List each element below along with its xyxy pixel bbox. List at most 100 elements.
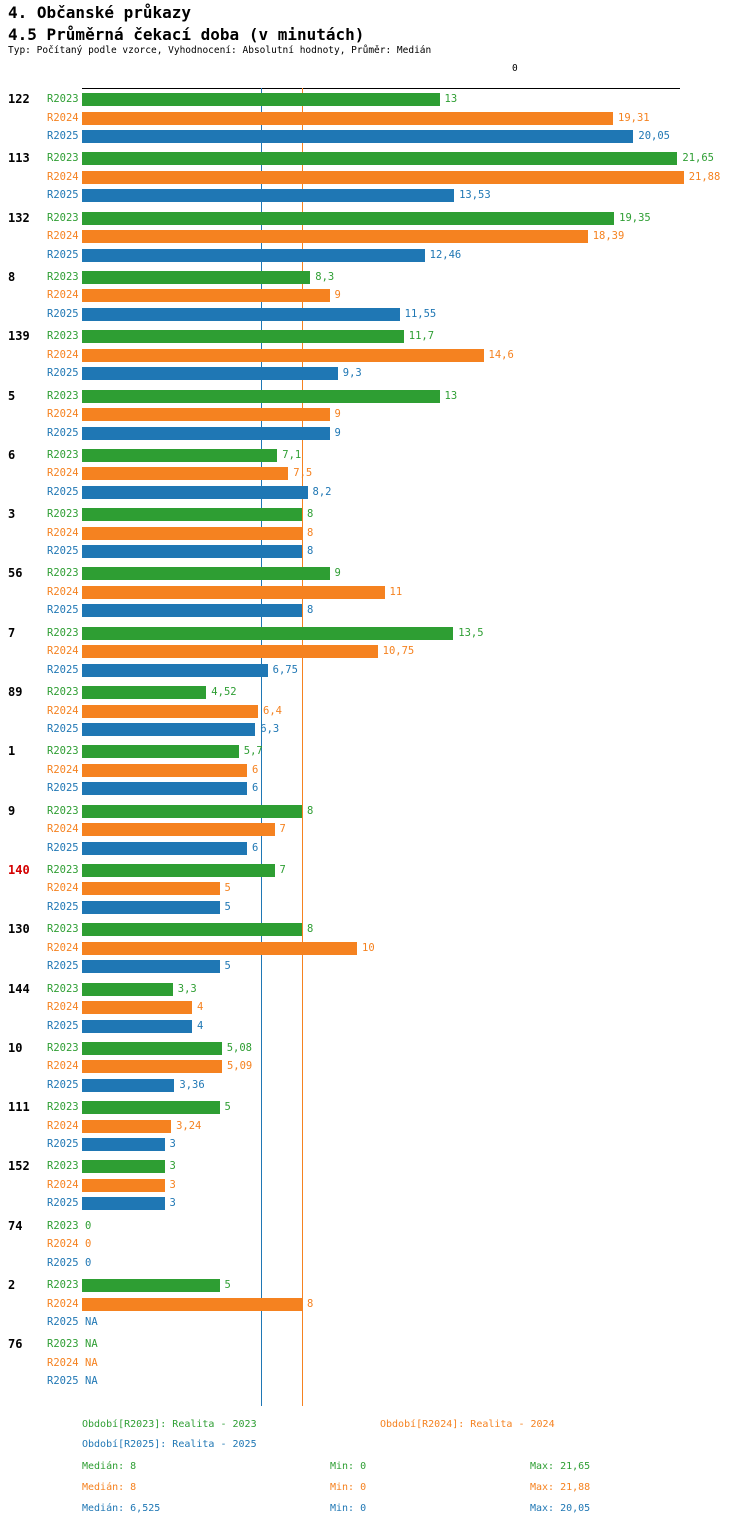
series-label-r2024: R2024: [47, 1119, 79, 1132]
bar-r2024: [82, 1001, 192, 1014]
bar-r2025: [82, 248, 425, 262]
group-label: 10: [8, 1040, 23, 1055]
series-label-r2023: R2023: [47, 686, 79, 698]
bar-value-label: 7,1: [282, 448, 302, 461]
bar-r2023: [82, 863, 275, 877]
bar-r2024: [82, 1297, 302, 1311]
bar-r2025: [82, 426, 330, 440]
bar-value-label: 8: [307, 923, 314, 936]
series-label-r2024: R2024: [47, 526, 79, 539]
bar-r2023: [82, 270, 311, 284]
group-label: 2: [8, 1278, 16, 1292]
x-axis-tick-label: 0: [512, 63, 518, 74]
series-label-r2024: R2024: [47, 467, 79, 480]
bar-value-label: 4: [197, 1019, 204, 1032]
bar-value-label: 5: [224, 1101, 231, 1114]
bar-value-label: 8: [307, 526, 314, 539]
group-label: 9: [8, 803, 16, 818]
series-label-r2024: R2024: [47, 408, 79, 420]
series-label-r2024: R2024: [47, 1178, 79, 1191]
bar-value-label: 3: [169, 1178, 176, 1191]
series-label-r2025: R2025: [47, 723, 79, 735]
bar-value-label: 9: [334, 408, 341, 420]
series-label-r2025: R2025: [47, 1019, 79, 1032]
group-label: 7: [8, 625, 16, 640]
bar-r2024: [82, 704, 258, 718]
series-label-r2024: R2024: [47, 1238, 79, 1251]
series-label-r2023: R2023: [47, 389, 79, 402]
bar-r2023: [82, 923, 302, 937]
bar-r2024: [82, 941, 357, 955]
series-label-r2023: R2023: [47, 863, 79, 876]
bar-r2024: [82, 585, 385, 599]
bar-value-label: 13: [444, 93, 458, 105]
bar-r2024: [82, 645, 378, 659]
series-label-r2024: R2024: [47, 704, 79, 717]
bar-value-label: 11: [389, 585, 403, 598]
bar-value-label: 6,75: [272, 663, 298, 676]
stat-median-r2024: Medián: 8: [82, 1482, 137, 1493]
bar-r2024: [82, 1060, 222, 1074]
stat-max-r2023: Max: 21,65: [530, 1461, 591, 1472]
series-label-r2024: R2024: [47, 1060, 79, 1073]
bar-r2025: [82, 723, 256, 736]
bar-value-label: 8: [307, 508, 314, 521]
bar-r2023: [82, 448, 278, 462]
bar-value-label: 18,39: [592, 230, 625, 243]
bar-value-label: 8: [307, 1297, 314, 1310]
bar-value-label: 21,65: [682, 152, 714, 165]
series-label-r2025: R2025: [47, 960, 79, 973]
bar-r2024: [82, 289, 330, 303]
series-label-r2024: R2024: [47, 941, 79, 954]
stat-median-r2025: Medián: 6,525: [82, 1503, 161, 1514]
bar-r2024: [82, 111, 614, 125]
series-label-r2023: R2023: [47, 923, 79, 936]
bar-r2025: [82, 130, 634, 143]
series-label-r2025: R2025: [47, 426, 79, 439]
series-label-r2025: R2025: [47, 1138, 79, 1151]
bar-r2023: [82, 626, 454, 640]
bar-value-label: 10,75: [382, 645, 415, 658]
bar-value-label: 14,6: [488, 348, 514, 361]
series-label-r2023: R2023: [47, 1338, 79, 1351]
bar-value-label: 0: [85, 1219, 92, 1232]
median-line-r2024: [302, 88, 303, 1406]
median-line-r2025: [261, 88, 263, 1406]
bar-r2024: [82, 526, 302, 540]
bar-r2024: [82, 408, 330, 421]
series-label-r2024: R2024: [47, 1297, 79, 1310]
bar-r2025: [82, 1078, 175, 1092]
series-label-r2023: R2023: [47, 745, 79, 758]
bar-value-label: 7: [279, 863, 286, 876]
bar-value-label: 5,7: [243, 745, 263, 758]
series-label-r2023: R2023: [47, 982, 79, 995]
page-title: 4. Občanské průkazy: [8, 3, 192, 22]
bar-value-label: 11,7: [408, 330, 435, 343]
series-label-r2023: R2023: [47, 1219, 79, 1232]
bar-r2023: [82, 152, 678, 166]
group-label: 56: [8, 566, 23, 581]
bar-r2025: [82, 841, 247, 855]
legend-item-r2023: Období[R2023]: Realita - 2023: [82, 1419, 257, 1430]
bar-r2023: [82, 1041, 222, 1055]
series-label-r2025: R2025: [47, 782, 79, 795]
group-label: 74: [8, 1218, 23, 1233]
series-label-r2025: R2025: [47, 248, 79, 261]
bar-value-label: 9: [334, 426, 341, 439]
bar-value-label: 5: [224, 960, 231, 973]
bar-value-label: 5: [224, 900, 231, 913]
bar-value-label: 4,52: [211, 686, 237, 698]
legend-item-r2024: Období[R2024]: Realita - 2024: [380, 1419, 555, 1430]
bar-value-label: 3: [169, 1197, 176, 1210]
series-label-r2023: R2023: [47, 1160, 79, 1173]
bar-value-label: 19,35: [619, 211, 651, 224]
series-label-r2024: R2024: [47, 230, 79, 243]
series-label-r2023: R2023: [47, 1041, 79, 1054]
bar-r2023: [82, 686, 207, 699]
series-label-r2023: R2023: [47, 330, 79, 343]
series-label-r2025: R2025: [47, 1256, 79, 1269]
bar-value-label: 19,31: [618, 111, 650, 124]
bar-r2023: [82, 508, 302, 522]
bar-r2024: [82, 170, 684, 184]
